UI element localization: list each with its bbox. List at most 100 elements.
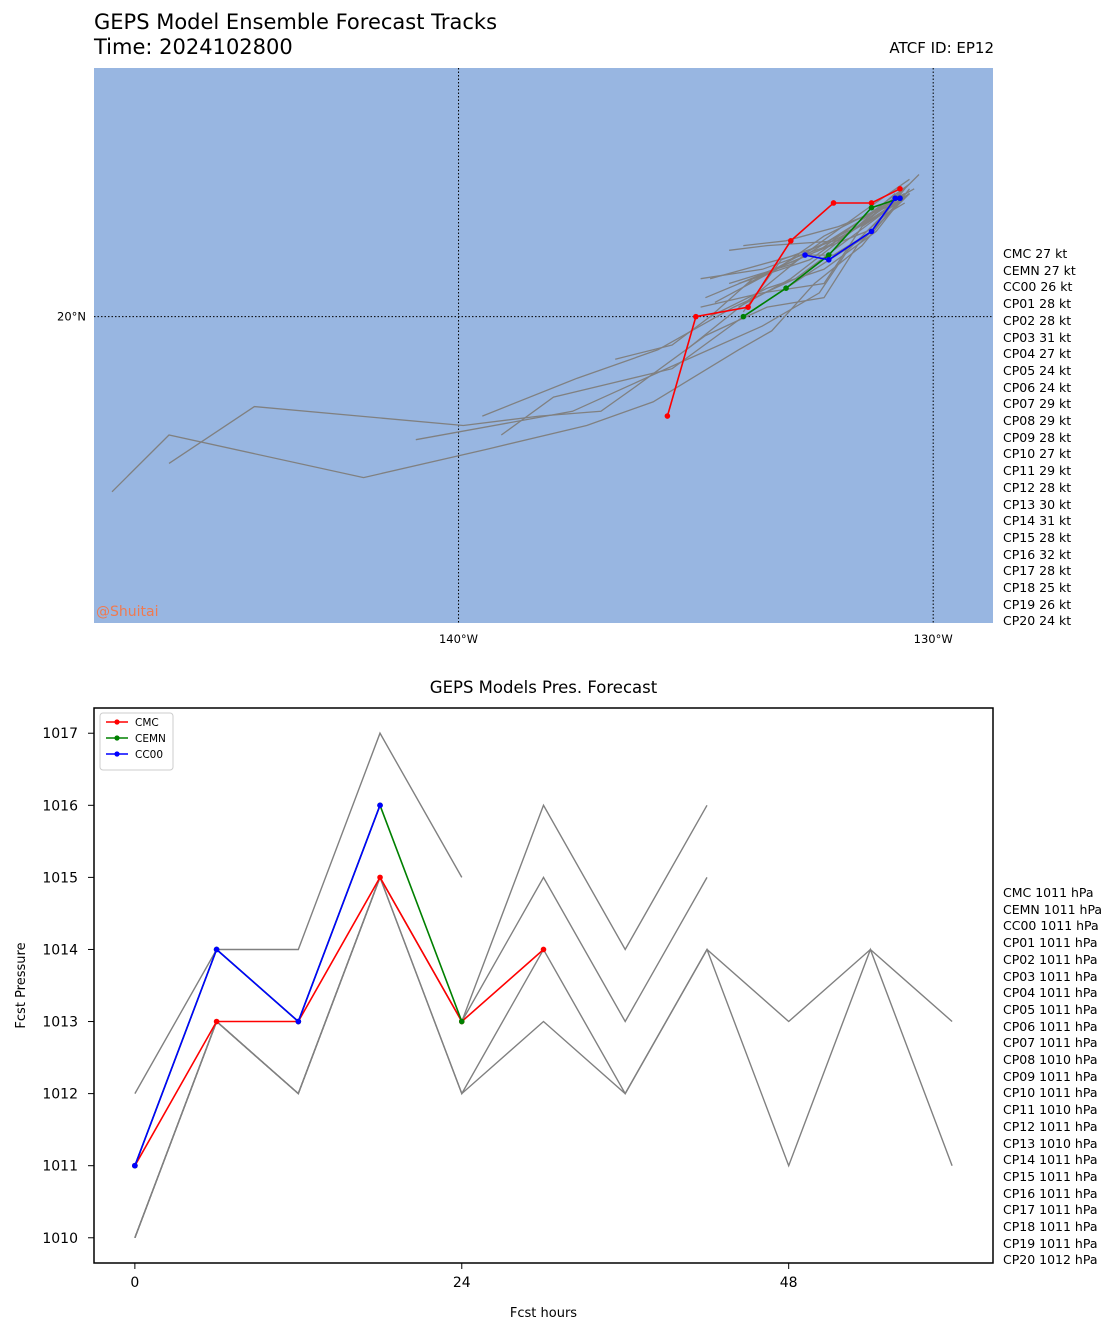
x-tick-label: 24 <box>453 1275 471 1291</box>
y-tick-label: 1012 <box>42 1087 78 1103</box>
track-intensity-item: CP09 28 kt <box>1003 429 1072 445</box>
longitude-tick-label: 140°W <box>439 632 478 646</box>
track-intensity-item: CP11 29 kt <box>1003 463 1072 479</box>
x-axis-label: Fcst hours <box>510 1306 577 1321</box>
y-axis-label: Fcst Pressure <box>14 942 29 1028</box>
pressure-value-item: CP11 1010 hPa <box>1003 1102 1098 1118</box>
track-intensity-item: CMC 27 kt <box>1003 246 1068 261</box>
forecast-time: Time: 2024102800 <box>94 35 293 59</box>
plot-frame <box>93 707 994 1264</box>
chart-title: GEPS Model Ensemble Forecast Tracks <box>94 10 498 34</box>
track-point-cmc <box>745 304 751 310</box>
pressure-value-item: CP08 1010 hPa <box>1003 1052 1098 1068</box>
legend-entry: CMC <box>135 717 159 729</box>
legend: CMC CEMN CC00 <box>99 712 174 771</box>
pressure-value-item: CP02 1011 hPa <box>1003 951 1098 967</box>
track-point-cmc <box>830 200 837 206</box>
track-point-cmc <box>693 313 699 320</box>
y-tick-label: 1016 <box>42 798 78 814</box>
track-line-cp06 <box>482 192 910 417</box>
pressure-value-item: CP09 1011 hPa <box>1003 1068 1098 1084</box>
pressure-line-member <box>134 731 463 1094</box>
track-point-cmc <box>664 413 671 419</box>
track-line-cp17 <box>709 188 911 318</box>
track-intensity-list: CMC 27 kt CEMN 27 kt CC00 26 kt CP01 28 kt C… <box>1003 246 1076 630</box>
pressure-value-item: CP04 1011 hPa <box>1003 985 1098 1001</box>
track-point-cc00 <box>868 228 875 235</box>
watermark: @Shuitai <box>96 604 158 620</box>
track-intensity-item: CP10 27 kt <box>1003 446 1072 462</box>
pressure-line-cmc <box>134 875 545 1167</box>
pressure-chart: 0 24 48 1010 1011 1012 1013 1014 1015 1016 1017 GEP… <box>14 678 994 1321</box>
track-map: 140°W 130°W 20°N @Shuitai <box>57 68 993 646</box>
track-point-cmc <box>897 185 903 192</box>
y-tick-label: 1011 <box>42 1159 78 1175</box>
track-point-cemn <box>740 313 747 320</box>
ocean-background <box>94 68 993 623</box>
track-point-cc00 <box>802 252 808 258</box>
pressure-point-cc00 <box>295 1018 302 1025</box>
legend-swatch-marker <box>114 719 120 725</box>
pressure-value-item: CP03 1011 hPa <box>1003 968 1098 984</box>
pressure-value-item: CC00 1011 hPa <box>1003 918 1099 934</box>
atcf-id-label: ATCF ID: EP12 <box>889 39 994 57</box>
pressure-point-cc00 <box>213 946 220 953</box>
track-intensity-item: CP14 31 kt <box>1003 513 1072 529</box>
track-point-cemn <box>783 285 789 292</box>
y-tick-label: 1015 <box>42 870 78 886</box>
track-intensity-item: CP18 25 kt <box>1003 580 1072 596</box>
pressure-point-cc00 <box>132 1162 138 1169</box>
pressure-value-item: CP17 1011 hPa <box>1003 1202 1098 1218</box>
track-intensity-item: CP03 31 kt <box>1003 329 1072 345</box>
y-tick-label: 1017 <box>42 726 78 742</box>
pressure-value-item: CP05 1011 hPa <box>1003 1001 1098 1017</box>
y-tick-label: 1014 <box>42 942 78 958</box>
pressure-line-member <box>134 875 953 1239</box>
track-intensity-item: CEMN 27 kt <box>1003 262 1076 278</box>
track-intensity-item: CP17 28 kt <box>1003 563 1072 579</box>
track-intensity-item: CP04 27 kt <box>1003 346 1072 362</box>
track-intensity-item: CP06 24 kt <box>1003 379 1072 395</box>
pressure-point-cc00 <box>377 802 383 809</box>
pressure-value-item: CP06 1011 hPa <box>1003 1018 1098 1034</box>
track-point-cemn <box>868 204 875 211</box>
track-point-cmc <box>787 238 794 244</box>
pressure-value-item: CP14 1011 hPa <box>1003 1152 1098 1168</box>
track-line-cp18 <box>700 192 910 280</box>
pressure-value-item: CEMN 1011 hPa <box>1003 901 1103 917</box>
legend-swatch-marker <box>114 735 120 741</box>
legend-entry: CC00 <box>135 749 163 761</box>
track-intensity-item: CP20 24 kt <box>1003 613 1072 629</box>
track-point-cmc <box>868 200 875 206</box>
track-intensity-item: CP07 29 kt <box>1003 396 1072 412</box>
latitude-tick-label: 20°N <box>57 310 86 324</box>
pressure-point-cmc <box>540 946 547 953</box>
track-intensity-item: CP01 28 kt <box>1003 296 1072 312</box>
pressure-value-item: CP18 1011 hPa <box>1003 1219 1098 1235</box>
track-intensity-item: CP05 24 kt <box>1003 362 1072 378</box>
track-line-cp11 <box>111 193 906 493</box>
track-intensity-item: CP12 28 kt <box>1003 479 1072 495</box>
track-point-cemn <box>825 252 832 258</box>
pressure-value-item: CP19 1011 hPa <box>1003 1235 1098 1251</box>
pressure-value-item: CMC 1011 hPa <box>1003 885 1094 900</box>
track-line-cp08 <box>168 193 910 464</box>
legend-entry: CEMN <box>135 733 166 745</box>
pressure-point-cmc <box>377 874 383 881</box>
longitude-tick-label: 130°W <box>914 632 953 646</box>
pressure-value-item: CP07 1011 hPa <box>1003 1035 1098 1051</box>
pressure-point-cemn <box>458 1018 465 1025</box>
pressure-value-item: CP16 1011 hPa <box>1003 1185 1098 1201</box>
pressure-line-cc00 <box>134 805 381 1166</box>
track-line-cp19 <box>714 192 906 303</box>
track-intensity-item: CP15 28 kt <box>1003 529 1072 545</box>
y-tick-label: 1010 <box>42 1231 78 1247</box>
x-tick-label: 0 <box>130 1275 139 1291</box>
track-intensity-item: CP08 29 kt <box>1003 413 1072 429</box>
track-intensity-item: CC00 26 kt <box>1003 279 1073 295</box>
pressure-value-item: CP10 1011 hPa <box>1003 1085 1098 1101</box>
track-line-cp20 <box>738 188 906 308</box>
track-intensity-item: CP13 30 kt <box>1003 496 1072 512</box>
pressure-value-item: CP12 1011 hPa <box>1003 1118 1098 1134</box>
